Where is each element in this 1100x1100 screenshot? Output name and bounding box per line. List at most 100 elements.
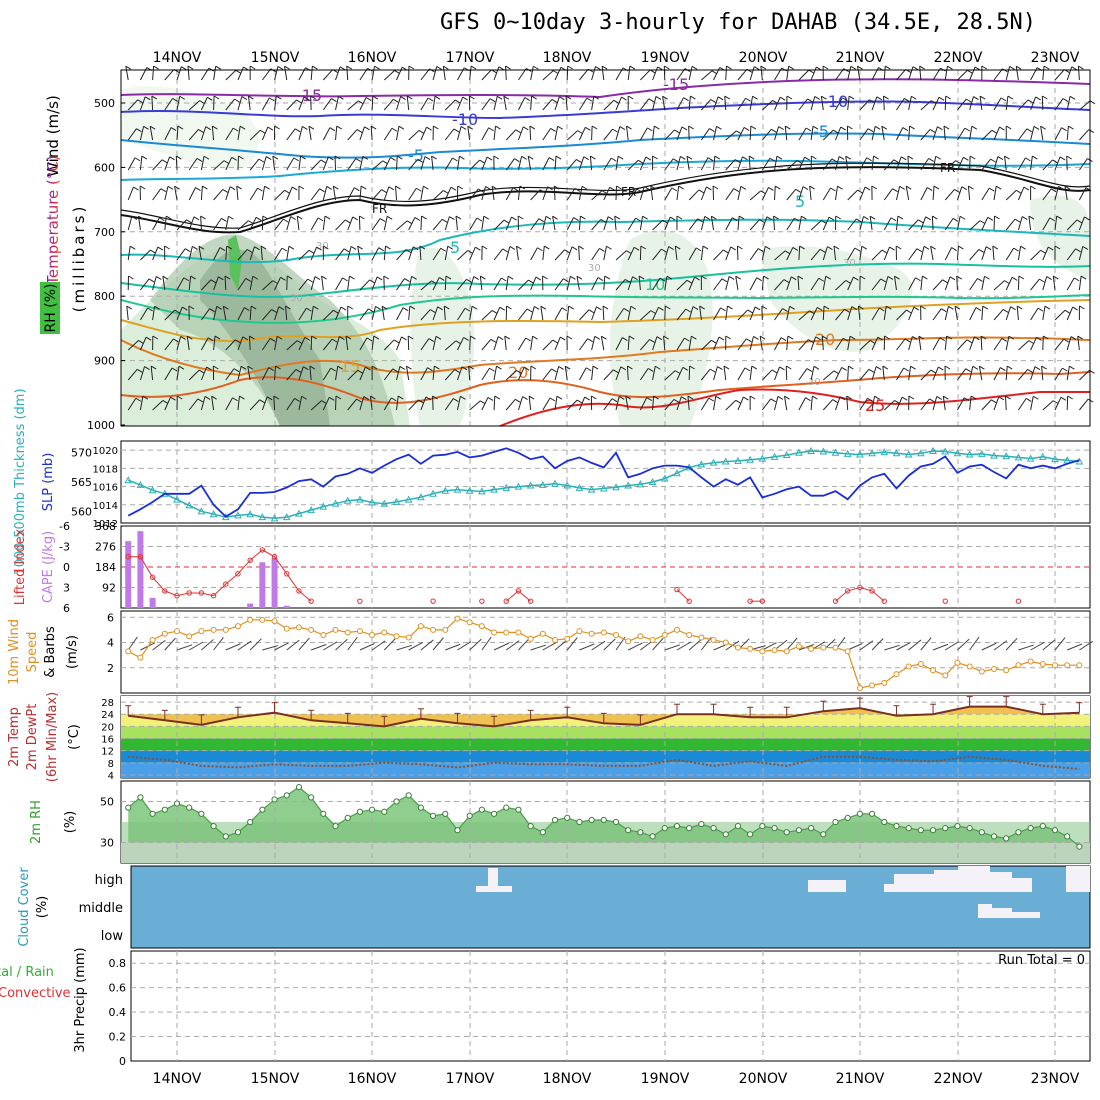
wind-barb [856, 66, 861, 81]
cape-bar [149, 597, 156, 608]
wind-barb [188, 129, 199, 141]
wind-barb-flag [534, 306, 540, 310]
wind-barb [749, 366, 753, 381]
wind-barb [481, 127, 490, 141]
wind-barb-flag [918, 335, 925, 340]
wind-barb [310, 400, 322, 411]
wind-barb-flag [365, 96, 372, 101]
wind-barb [261, 309, 272, 321]
precip-axis-label-1: tal / Rain [0, 965, 54, 980]
wind-barb [993, 309, 1004, 321]
wind-barb [688, 189, 700, 201]
wind-barb-flag [1084, 216, 1090, 221]
wind-barb [1078, 216, 1085, 231]
wind-barb-flag [383, 275, 390, 280]
wind-barb-flag [982, 305, 989, 310]
wind-barb [139, 307, 149, 321]
wind-speed-point [808, 645, 815, 652]
thickness-point [917, 449, 925, 457]
wind-barb-flag [954, 189, 960, 193]
wind-barb [774, 156, 778, 171]
wind-barb-flag [248, 95, 254, 100]
wind-barb [896, 397, 903, 411]
temp-axis-label-4: (°C) [67, 724, 82, 750]
wind-barb-flag [245, 277, 252, 282]
wind-barb-flag [221, 217, 227, 222]
wind-barb-flag [1000, 97, 1007, 102]
date-label: 17NOV [446, 1071, 495, 1087]
wind-barb-flag [321, 400, 327, 405]
wind-speed-point [1064, 662, 1071, 669]
wind-barb-flag [997, 156, 1004, 160]
wind-barb [883, 306, 887, 321]
wind-barb [761, 369, 773, 381]
wind-barb [859, 640, 874, 651]
wind-barb [835, 186, 838, 201]
wind-barb-flag [702, 245, 709, 250]
wind-barb-flag [994, 215, 1000, 220]
wind-barb [981, 187, 990, 201]
wind-barb [139, 396, 144, 411]
wind-barb [530, 306, 535, 321]
wind-barb-flag [839, 396, 846, 401]
wind-barb-flag [399, 365, 406, 370]
wind-barb-flag [1077, 335, 1083, 340]
wind-barb-flag [708, 397, 715, 402]
wind-barb-flag [616, 185, 622, 190]
wind-barb-flag [460, 126, 467, 130]
wind-barb [1018, 398, 1027, 411]
wind-barb-flag [131, 216, 138, 220]
wind-barb-flag [1056, 215, 1062, 220]
wind-barb [676, 186, 680, 201]
wind-barb [737, 127, 745, 141]
wind-barb [725, 306, 728, 321]
wind-barb-flag [528, 395, 535, 400]
temp-band [121, 750, 1090, 763]
wind-speed-point [491, 629, 498, 636]
wind-barb [456, 126, 462, 141]
thickness-point [453, 485, 462, 493]
rh-label: 30 [808, 377, 821, 388]
wind-barb [151, 95, 154, 111]
wind-barb [859, 186, 866, 201]
wind-barb-flag [1032, 155, 1038, 160]
wind-barb-flag [1087, 398, 1094, 403]
wind-barb [432, 306, 439, 321]
wind-barb [1054, 127, 1063, 141]
wind-barb-flag [659, 277, 666, 282]
wind-barb-flag [955, 160, 961, 165]
wind-barb-flag [760, 65, 767, 70]
wind-barb [700, 186, 707, 201]
wind-barb-flag [386, 215, 393, 220]
wind-barb [1066, 66, 1073, 81]
wind-barb-flag [418, 130, 425, 134]
wind-barb [871, 307, 880, 321]
wind-barb-flag [674, 370, 681, 375]
wind-barb-flag [161, 159, 168, 164]
wind-barb [310, 217, 319, 231]
wind-barb [978, 366, 983, 381]
wind-barb [164, 367, 173, 381]
thickness-line [127, 450, 1080, 520]
wind-barb [993, 156, 999, 171]
wind-barb [554, 249, 565, 261]
wind-barb [798, 98, 808, 111]
thickness-point [307, 506, 315, 514]
wind-barb-flag [785, 125, 791, 130]
wind-barb-flag [939, 337, 946, 342]
wind-barb-flag [314, 276, 321, 280]
wind-barb [359, 279, 371, 291]
wind-barb [127, 246, 131, 261]
wind-barb [652, 277, 661, 291]
wind-barb-flag [535, 276, 542, 281]
wind-barb [810, 220, 822, 231]
wind-barb-flag [943, 125, 950, 130]
wind-barb [993, 640, 1008, 651]
wind-barb [1005, 218, 1016, 231]
wind-barb [786, 247, 794, 261]
lifted-index-point [430, 598, 436, 604]
wind-speed-point [881, 679, 888, 686]
wind-barb-flag [709, 368, 716, 373]
